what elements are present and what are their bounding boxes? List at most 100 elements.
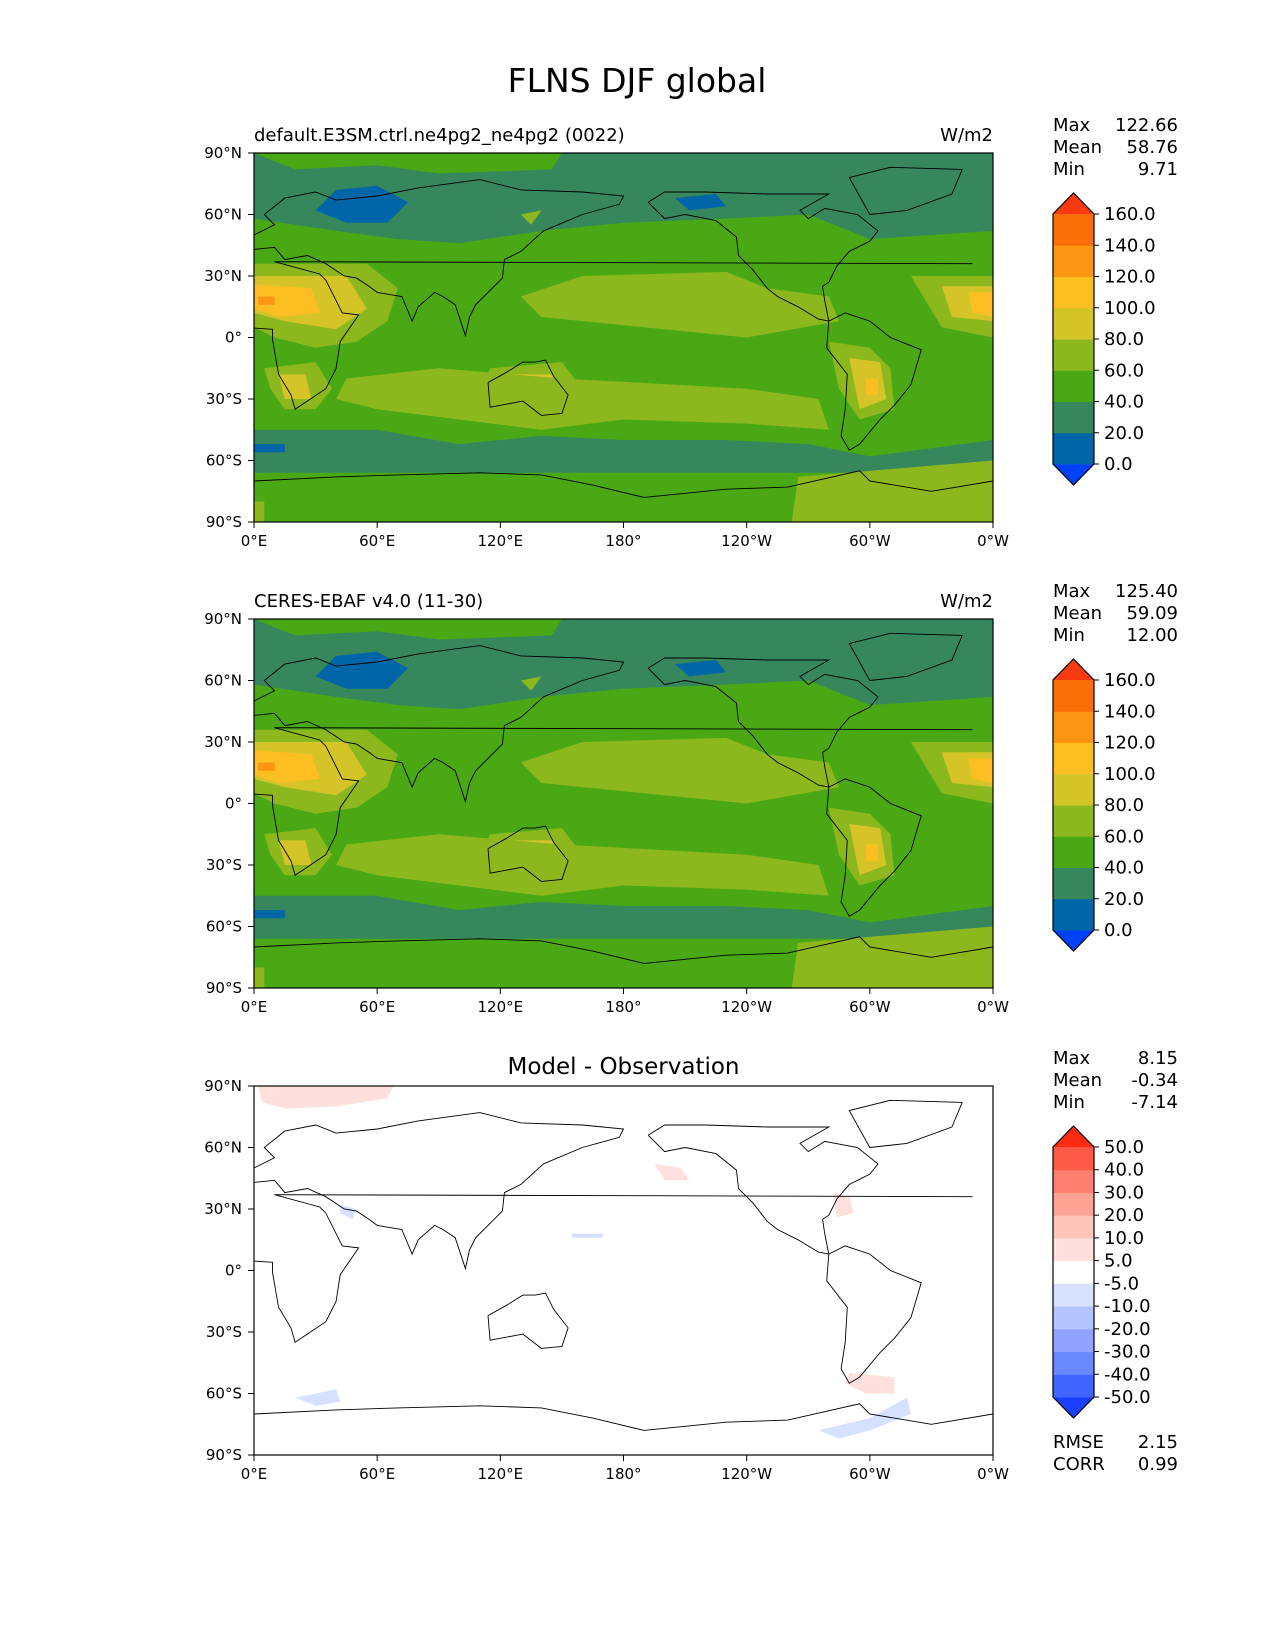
panel-3-lon-label: 180°	[605, 1465, 641, 1483]
colorbar-label: 30.0	[1104, 1182, 1144, 1203]
panel-3-colorbar: -50.0-40.0-30.0-20.0-10.0-5.05.010.020.0…	[1052, 1125, 1151, 1419]
map-test-contour-26	[254, 501, 265, 522]
stat-name: Max	[1053, 115, 1091, 136]
colorbar-label: 80.0	[1104, 329, 1144, 350]
panel-1-lat-label: 30°N	[204, 267, 242, 285]
colorbar-segment	[1053, 742, 1094, 775]
stat-name: Min	[1053, 1092, 1085, 1113]
map-test-contour-27	[520, 210, 542, 225]
colorbar-extend-high	[1053, 659, 1094, 680]
panel-2-lon-label: 0°W	[977, 998, 1009, 1016]
colorbar-extend-low	[1053, 930, 1094, 951]
colorbar-label: 50.0	[1104, 1137, 1144, 1158]
panel-2-lat-label: 0°	[225, 795, 242, 813]
map-reference-coastline-6	[254, 936, 993, 964]
panel-2-lat-label: 90°N	[204, 610, 242, 628]
colorbar-label: 100.0	[1104, 298, 1156, 319]
colorbar-segment	[1053, 1283, 1094, 1307]
map-test-contour-4	[254, 153, 562, 174]
panel-1-colorbar: 0.0 20.0 40.0 60.0 80.0 100.0 120.0 140.0 160.0	[1052, 192, 1156, 486]
stat-name: Mean	[1053, 137, 1102, 158]
stat-value: -0.34	[1131, 1070, 1178, 1091]
figure-title: FLNS DJF global	[508, 61, 767, 100]
panel-2-lon-label: 0°E	[241, 998, 268, 1016]
map-diff-contour-1	[258, 1086, 394, 1109]
panel-1-lon-label: 120°E	[478, 532, 524, 550]
colorbar-label: 40.0	[1104, 392, 1144, 413]
panel-3-lon-label: 0°E	[241, 1465, 268, 1483]
colorbar-segment	[1053, 1147, 1094, 1171]
panel-2-lat-label: 30°N	[204, 733, 242, 751]
colorbar-label: 80.0	[1104, 795, 1144, 816]
panel-2-colorbar: 0.0 20.0 40.0 60.0 80.0 100.0 120.0 140.0 160.0	[1052, 658, 1156, 952]
panel-units-label: W/m2	[940, 591, 993, 612]
map-test-contour-12	[865, 378, 878, 395]
colorbar-label: 0.0	[1104, 920, 1133, 941]
colorbar-label: -50.0	[1104, 1387, 1151, 1408]
colorbar-segment	[1053, 370, 1094, 402]
colorbar-extend-high	[1053, 193, 1094, 214]
colorbar-segment	[1053, 711, 1094, 743]
map-reference-coastlines	[254, 632, 993, 964]
colorbar-segment	[1053, 1328, 1094, 1353]
colorbar-label: 120.0	[1104, 267, 1156, 288]
colorbar-label: 120.0	[1104, 733, 1156, 754]
stat-name: CORR	[1053, 1454, 1105, 1475]
map-reference-contour-7	[254, 750, 320, 783]
map-test-contour-23	[254, 444, 285, 453]
map-reference-contour-27	[520, 676, 542, 691]
map-reference-contour-8	[258, 762, 275, 771]
colorbar-segment	[1053, 773, 1094, 806]
map-diff-coastlines	[254, 1099, 993, 1431]
map-test-coastline-1	[254, 179, 625, 338]
map-reference-coastline-1	[254, 645, 625, 804]
map-reference-contour-26	[254, 967, 265, 988]
map-diff-fill	[254, 1086, 993, 1455]
map-test-contour-21	[336, 368, 829, 430]
stat-name: Min	[1053, 159, 1085, 180]
map-test-contour-17	[278, 374, 312, 399]
stat-name: RMSE	[1053, 1432, 1104, 1453]
panel-title: Model - Observation	[507, 1054, 739, 1080]
colorbar-segment	[1053, 1237, 1094, 1262]
colorbar-segment	[1053, 307, 1094, 340]
stat-value: 8.15	[1138, 1048, 1178, 1069]
stat-value: 59.09	[1126, 603, 1178, 624]
map-test-contour-2	[315, 185, 408, 223]
colorbar-label: 140.0	[1104, 701, 1156, 722]
panel-left-label: CERES-EBAF v4.0 (11-30)	[254, 591, 483, 612]
stat-name: Max	[1053, 1048, 1091, 1069]
panel-1: 0°E 60°E 120°E 180° 120°W 60°W 0°W 90°N 60°N 30°N…	[204, 125, 1009, 550]
stat-value: 12.00	[1126, 625, 1178, 646]
panel-2-lon-label: 120°E	[478, 998, 524, 1016]
map-reference-contour-2	[315, 651, 408, 689]
map-diff-coastline-1	[254, 1112, 625, 1271]
colorbar-segment	[1053, 836, 1094, 868]
panel-1-lon-label: 60°E	[359, 532, 395, 550]
colorbar-segment	[1053, 339, 1094, 371]
panel-2-lon-label: 180°	[605, 998, 641, 1016]
stat-name: Mean	[1053, 603, 1102, 624]
panel-1-lat-label: 90°N	[204, 144, 242, 162]
map-diff-coastline-3	[647, 1124, 879, 1255]
colorbar-label: 20.0	[1104, 1205, 1144, 1226]
colorbar-label: -40.0	[1104, 1364, 1151, 1385]
map-diff-coastline-5	[848, 1099, 963, 1148]
map-reference-contour-21	[336, 834, 829, 896]
panel-1-lon-label: 0°E	[241, 532, 268, 550]
panel-3-lon-label: 120°E	[478, 1465, 524, 1483]
colorbar-label: 10.0	[1104, 1228, 1144, 1249]
colorbar-label: 5.0	[1104, 1251, 1133, 1272]
panel-1-lat-label: 0°	[225, 329, 242, 347]
colorbar-segment	[1053, 1169, 1094, 1193]
stat-name: Mean	[1053, 1070, 1102, 1091]
map-reference-coastline-5	[848, 632, 963, 681]
colorbar-extend-high	[1053, 1126, 1094, 1147]
panel-2-lon-label: 120°W	[721, 998, 772, 1016]
map-diff-contour-0	[254, 1086, 993, 1455]
map-reference-contour-4	[254, 619, 562, 640]
panel-1-lat-label: 60°N	[204, 206, 242, 224]
colorbar-label: 100.0	[1104, 764, 1156, 785]
colorbar-label: 160.0	[1104, 670, 1156, 691]
